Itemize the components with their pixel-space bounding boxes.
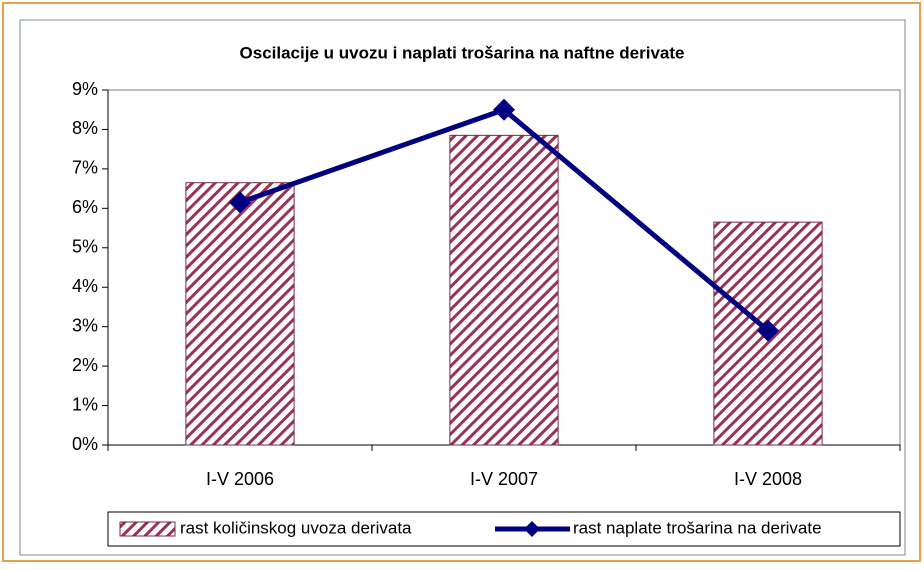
bar [449,134,559,446]
y-tick-label: 3% [72,315,98,335]
y-tick-label: 7% [72,158,98,178]
y-tick-label: 0% [72,434,98,454]
bar [185,182,295,446]
marker [229,191,251,214]
y-tick-label: 8% [72,118,98,138]
legend-marker [524,521,540,537]
marker [493,98,515,121]
x-tick-label: I-V 2007 [470,469,538,489]
x-tick-label: I-V 2008 [734,469,802,489]
x-tick-label: I-V 2006 [206,469,274,489]
y-tick-label: 9% [72,79,98,99]
chart-frame [19,19,906,556]
marker [757,319,779,342]
chart-title: Oscilacije u uvozu i naplati trošarina n… [240,43,685,62]
y-tick-label: 6% [72,197,98,217]
legend-label: rast naplate trošarina na derivate [573,518,822,537]
y-tick-label: 1% [72,394,98,414]
legend-label: rast količinskog uvoza derivata [180,518,412,537]
y-tick-label: 4% [72,276,98,296]
legend-swatch [119,521,176,537]
y-tick-label: 5% [72,237,98,257]
y-tick-label: 2% [72,355,98,375]
